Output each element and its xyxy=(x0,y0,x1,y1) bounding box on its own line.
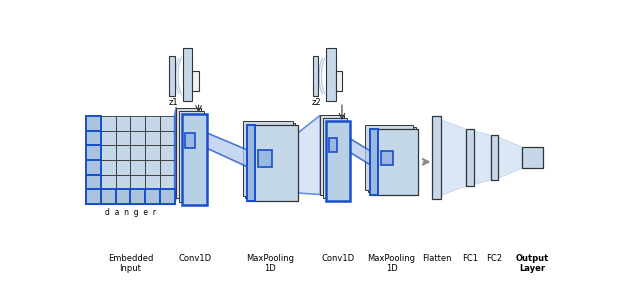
Bar xyxy=(116,145,131,160)
Bar xyxy=(86,160,101,174)
Bar xyxy=(160,189,175,204)
Bar xyxy=(86,116,101,131)
Bar xyxy=(336,71,342,91)
Bar xyxy=(183,48,193,101)
Bar xyxy=(160,189,175,204)
Bar xyxy=(86,189,101,204)
Bar xyxy=(86,189,101,204)
Text: MaxPooling
1D: MaxPooling 1D xyxy=(367,254,415,273)
Text: FC2: FC2 xyxy=(486,254,502,263)
Polygon shape xyxy=(207,133,248,167)
Bar xyxy=(86,174,101,189)
Bar xyxy=(86,189,101,204)
Bar xyxy=(326,48,336,101)
Bar xyxy=(86,131,101,145)
Polygon shape xyxy=(298,115,320,195)
Bar xyxy=(160,131,175,145)
Bar xyxy=(145,174,160,189)
Bar xyxy=(116,160,131,174)
Bar xyxy=(131,145,145,160)
Bar xyxy=(86,131,101,145)
Bar xyxy=(116,174,131,189)
Bar xyxy=(243,121,293,196)
Polygon shape xyxy=(498,137,522,178)
Text: Flatten: Flatten xyxy=(422,254,451,263)
Bar xyxy=(370,129,378,195)
Text: Conv1D: Conv1D xyxy=(178,254,211,263)
Bar xyxy=(131,189,145,204)
Bar xyxy=(248,125,298,201)
Text: MaxPooling
1D: MaxPooling 1D xyxy=(246,254,294,273)
Bar xyxy=(179,111,204,201)
Bar xyxy=(86,174,101,189)
Bar xyxy=(320,115,344,195)
Polygon shape xyxy=(381,135,418,188)
Bar xyxy=(116,189,131,204)
Bar xyxy=(116,189,131,204)
Bar xyxy=(131,189,145,204)
Bar xyxy=(131,116,145,131)
Text: FC1: FC1 xyxy=(462,254,478,263)
Bar xyxy=(145,160,160,174)
Bar xyxy=(245,123,296,198)
Bar xyxy=(145,189,160,204)
Bar xyxy=(145,145,160,160)
Bar xyxy=(522,147,543,168)
Bar xyxy=(312,56,318,96)
Bar xyxy=(86,160,101,174)
Bar xyxy=(248,125,255,201)
Bar xyxy=(169,56,175,96)
Bar xyxy=(101,189,116,204)
Bar xyxy=(432,116,441,199)
Bar xyxy=(101,174,116,189)
Bar xyxy=(116,131,131,145)
Bar xyxy=(176,108,201,198)
Bar xyxy=(86,145,101,160)
Bar xyxy=(131,160,145,174)
Bar xyxy=(145,131,160,145)
Bar xyxy=(131,131,145,145)
Bar xyxy=(182,114,207,205)
Bar xyxy=(365,125,413,190)
Bar xyxy=(101,160,116,174)
Bar xyxy=(193,71,198,91)
Polygon shape xyxy=(474,131,491,185)
Bar xyxy=(86,145,101,160)
Bar xyxy=(160,160,175,174)
Bar xyxy=(323,118,347,198)
Bar xyxy=(145,189,160,204)
Bar xyxy=(491,135,498,180)
Bar xyxy=(101,116,116,131)
Bar xyxy=(145,116,160,131)
Bar xyxy=(101,145,116,160)
Bar xyxy=(329,138,337,152)
Bar xyxy=(381,151,393,165)
Bar xyxy=(160,116,175,131)
Bar xyxy=(160,174,175,189)
Polygon shape xyxy=(175,108,176,204)
Bar xyxy=(259,150,272,167)
Text: Embedded
Input: Embedded Input xyxy=(108,254,153,273)
Text: Conv1D: Conv1D xyxy=(321,254,355,263)
Bar xyxy=(326,121,349,201)
Text: d  a  n  g  e  r: d a n g e r xyxy=(105,208,156,217)
Bar xyxy=(186,133,195,148)
Bar xyxy=(116,116,131,131)
Text: z2: z2 xyxy=(312,98,321,107)
Polygon shape xyxy=(259,133,298,193)
Bar xyxy=(466,129,474,186)
Polygon shape xyxy=(441,120,466,195)
Bar xyxy=(160,145,175,160)
Bar xyxy=(101,189,116,204)
Bar xyxy=(370,129,418,195)
Bar xyxy=(86,116,101,131)
Text: z1: z1 xyxy=(168,98,178,107)
Polygon shape xyxy=(349,138,370,165)
Bar xyxy=(101,131,116,145)
Bar xyxy=(131,174,145,189)
Bar xyxy=(367,127,415,192)
Text: Output
Layer: Output Layer xyxy=(516,254,549,273)
